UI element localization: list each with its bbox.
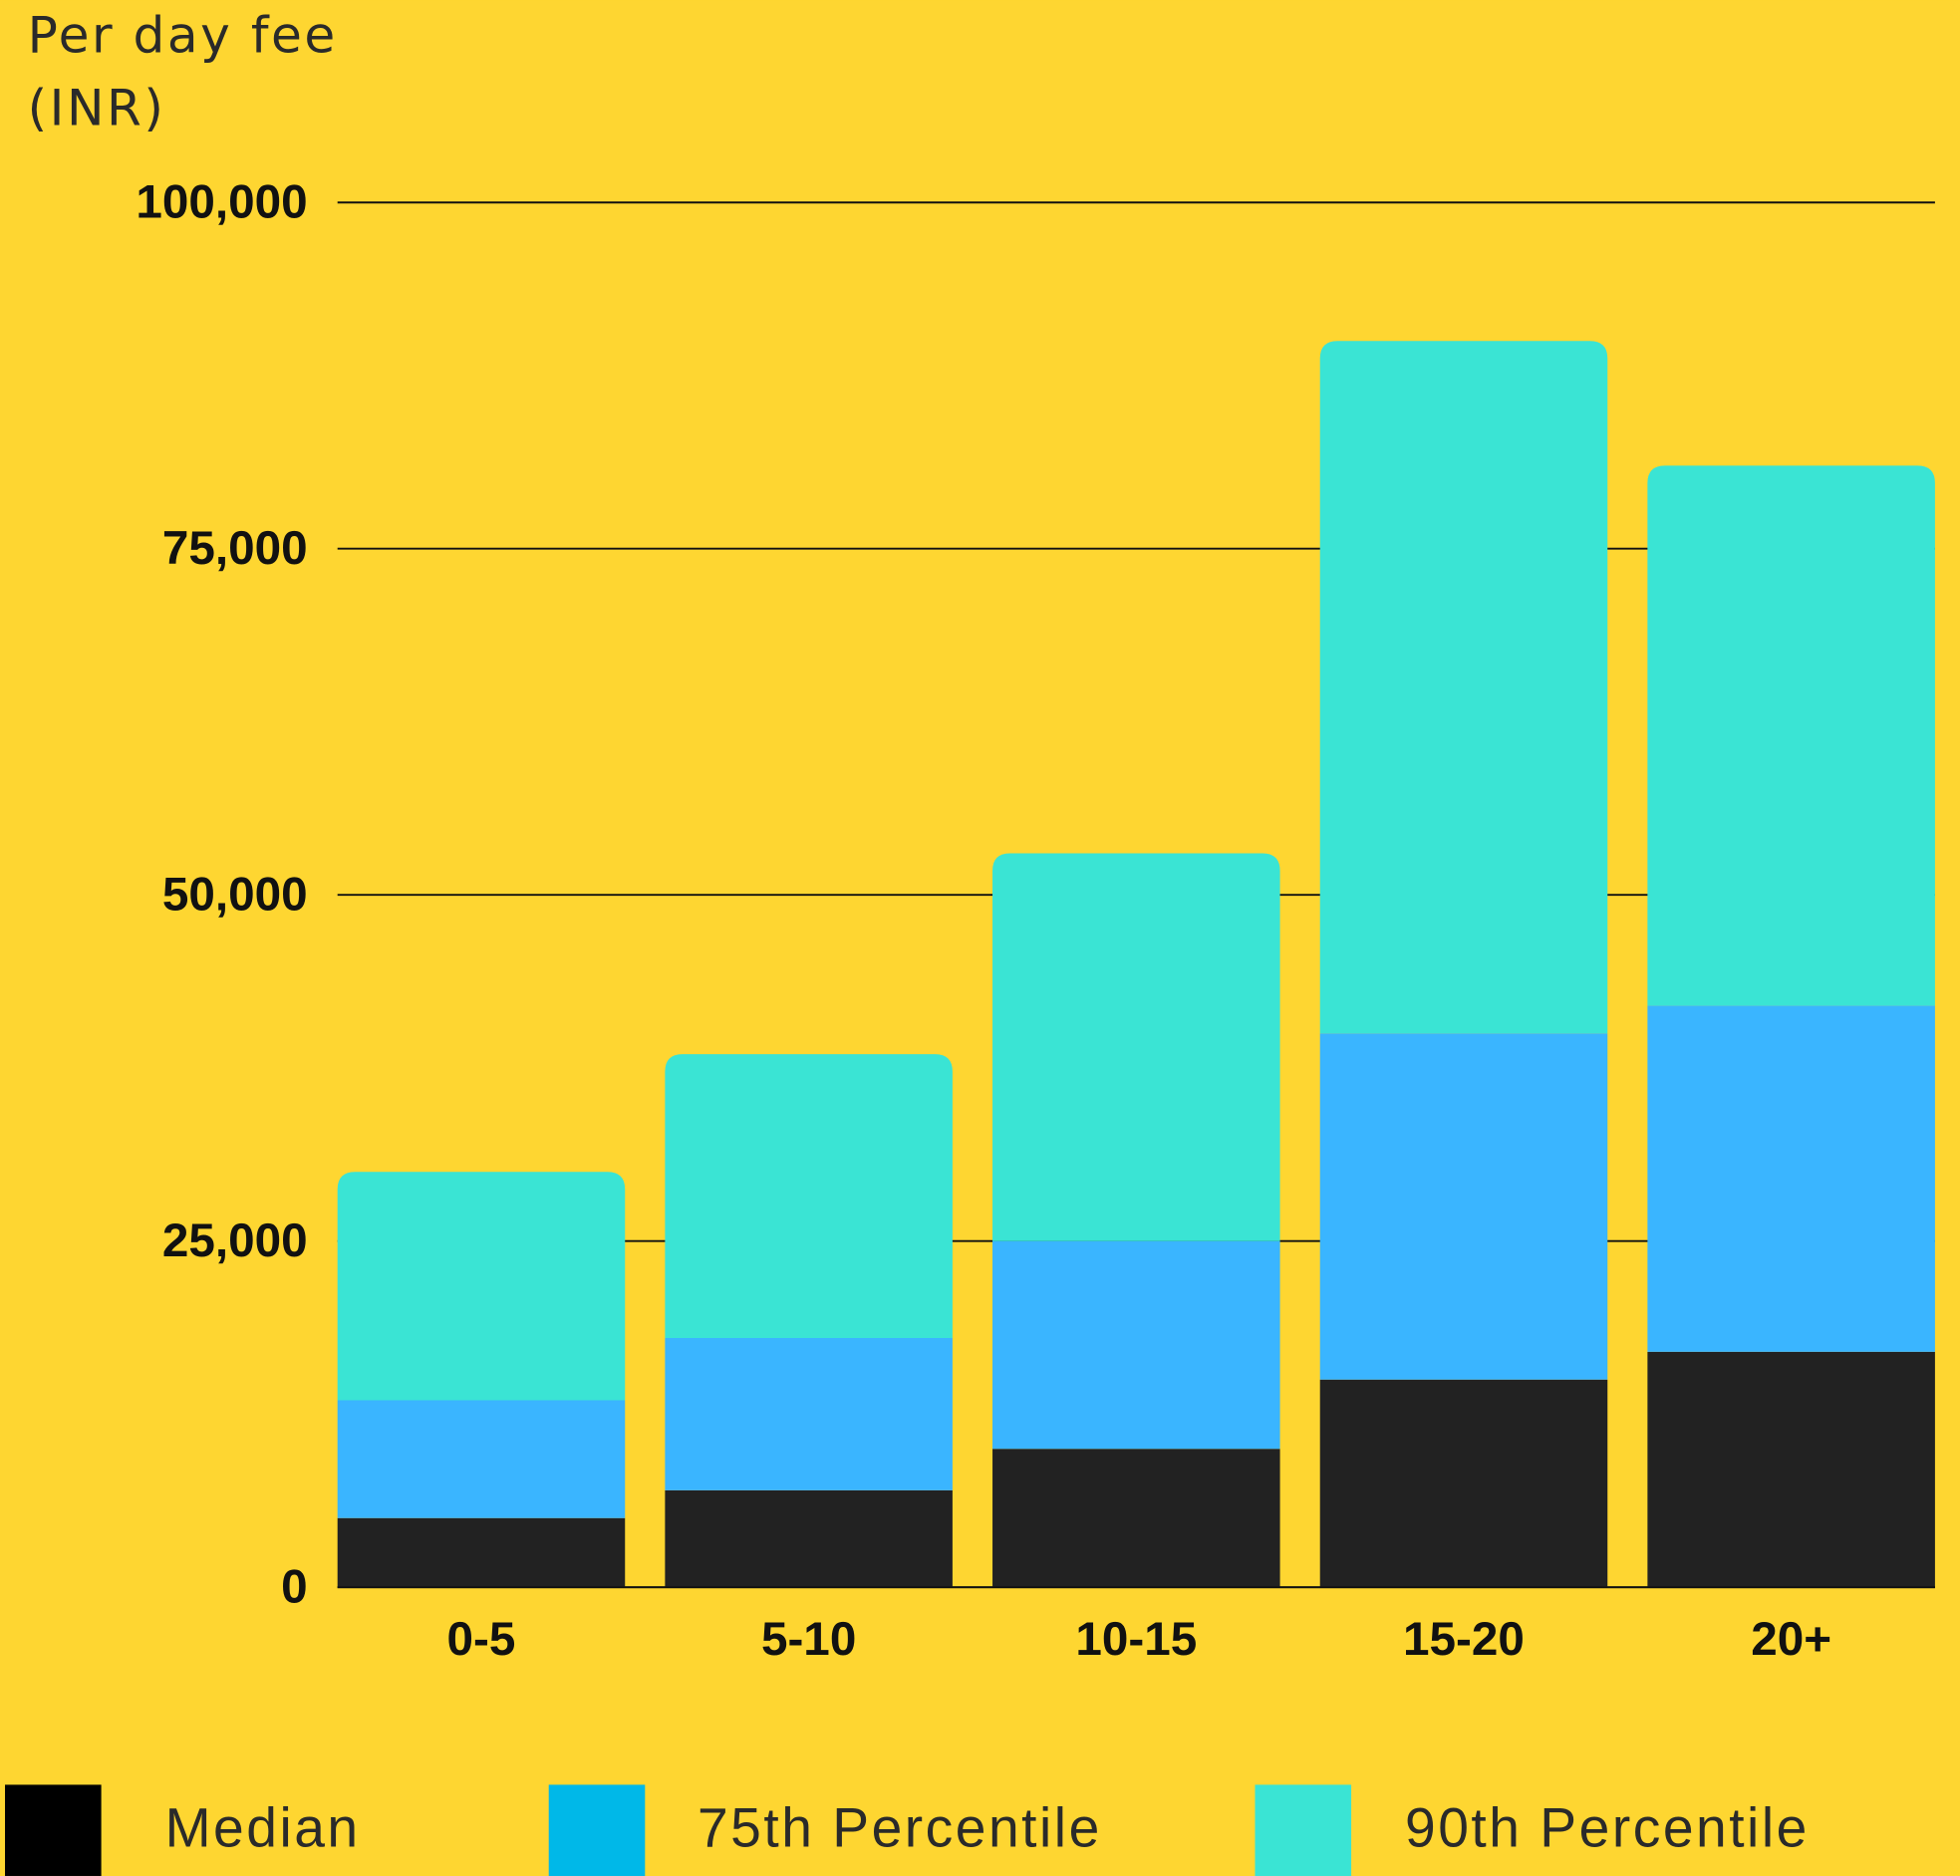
legend-label: Median [165, 1797, 361, 1859]
legend-label: 75th Percentile [698, 1797, 1102, 1859]
bar-segment [337, 1517, 626, 1588]
y-tick-label: 100,000 [136, 175, 307, 228]
bar-segment [1647, 1351, 1935, 1588]
legend-swatch [548, 1784, 646, 1876]
legend-swatch [1255, 1784, 1352, 1876]
y-axis-title-box: Per day fee (INR) [27, 7, 338, 138]
y-axis-title: Per day fee (INR) [27, 7, 338, 138]
bar-segment [1319, 341, 1608, 1034]
legend-swatch [5, 1784, 102, 1876]
bar-segment [665, 1054, 953, 1339]
bar-segment [337, 1172, 626, 1401]
bar-segment [1319, 1379, 1608, 1588]
x-tick-label: 0-5 [447, 1613, 516, 1666]
bar-segment [992, 1449, 1280, 1588]
y-tick-label: 0 [281, 1560, 308, 1613]
bar-segment [337, 1400, 626, 1518]
bar-segment [992, 853, 1280, 1241]
y-tick-label: 50,000 [162, 868, 308, 921]
x-tick-label: 20+ [1751, 1613, 1831, 1666]
legend-label: 90th Percentile [1405, 1797, 1810, 1859]
x-tick-label: 15-20 [1403, 1613, 1525, 1666]
x-tick-label: 10-15 [1075, 1613, 1197, 1666]
bar-segment [1647, 465, 1935, 1006]
bar-segment [665, 1338, 953, 1490]
bar-segment [992, 1240, 1280, 1450]
x-tick-label: 5-10 [761, 1613, 856, 1666]
y-tick-label: 25,000 [162, 1214, 308, 1267]
bar-segment [1647, 1005, 1935, 1352]
bar-segment [665, 1489, 953, 1588]
y-tick-label: 75,000 [162, 522, 308, 575]
bar-segment [1319, 1033, 1608, 1380]
